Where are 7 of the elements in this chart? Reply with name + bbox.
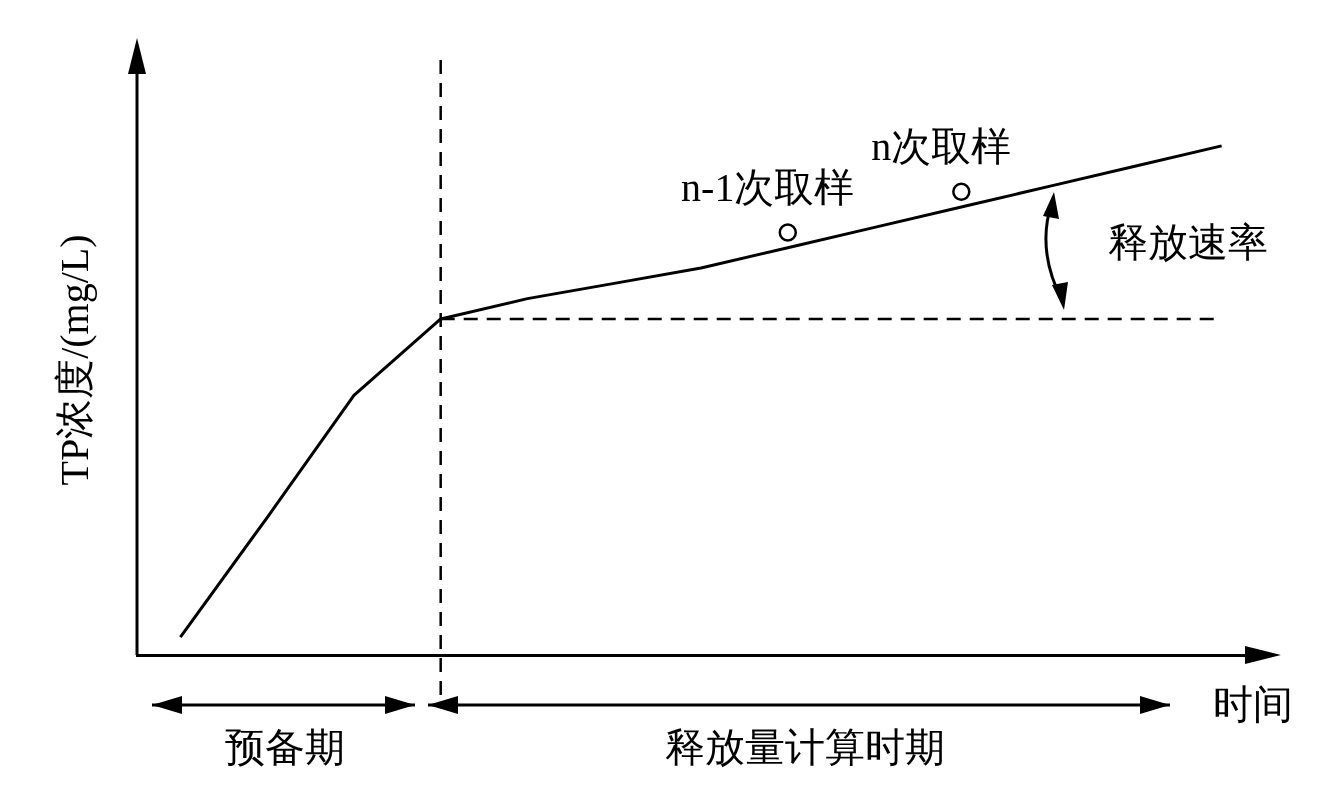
text: 预备期 [225, 725, 345, 770]
series-label: n次取样 [871, 124, 1012, 170]
annotation: 释放速率 [1108, 220, 1268, 265]
x-axis-title: 时间 [1213, 682, 1293, 727]
text: 释放量计算时期 [665, 725, 945, 770]
series-label: n-1次取样 [681, 164, 855, 210]
y-axis-title: TP浓度/(mg/L) [52, 234, 97, 486]
